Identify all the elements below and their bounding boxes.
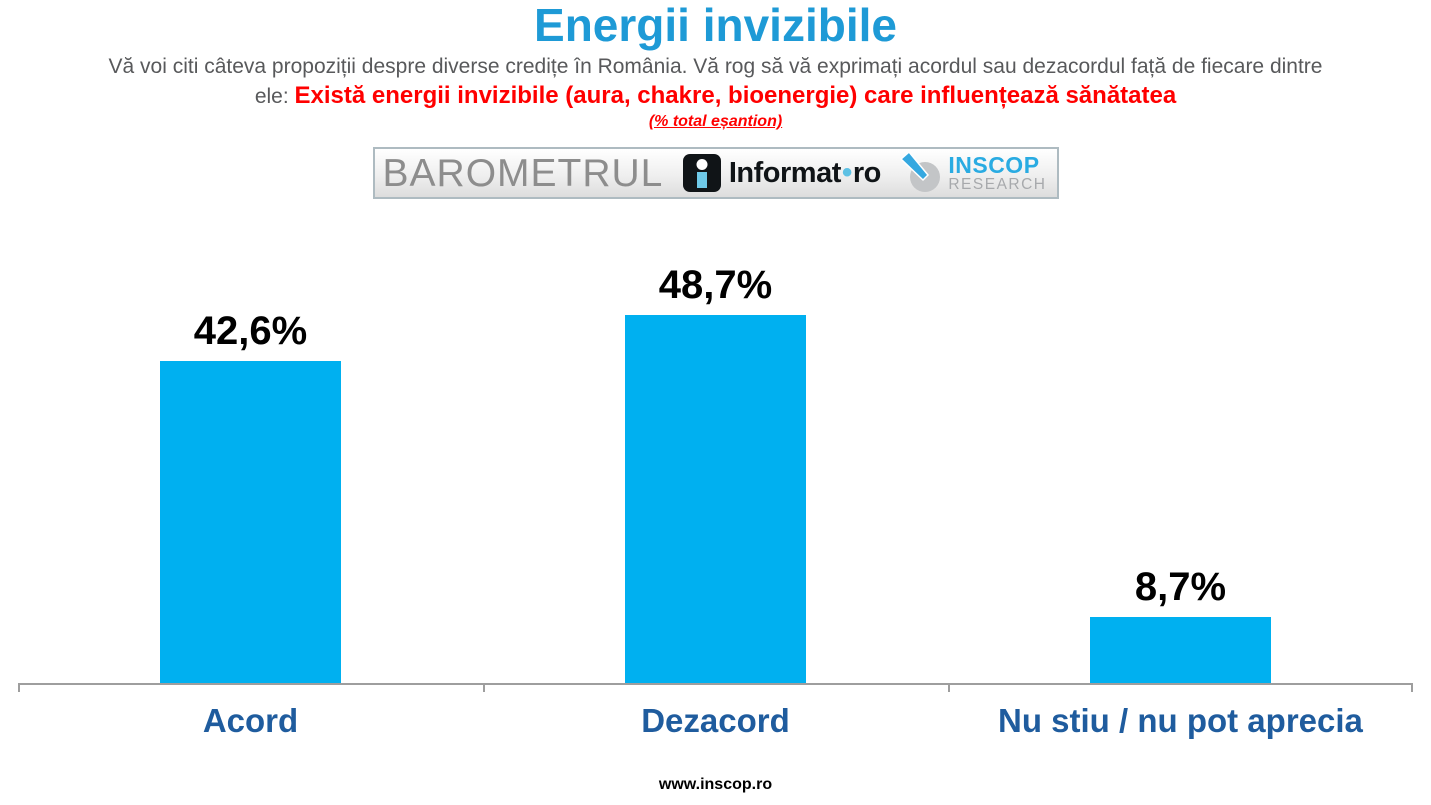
x-axis-line xyxy=(18,683,1413,685)
question-text: Vă voi citi câteva propoziții despre div… xyxy=(0,52,1431,111)
barometrul-logo-text: BAROMETRUL xyxy=(382,151,664,195)
informat-i-icon xyxy=(682,154,721,192)
bar-chart: 42,6% 48,7% 8,7% xyxy=(18,250,1413,683)
bar-column: 8,7% xyxy=(948,250,1413,683)
header: Energii invizibile Vă voi citi câteva pr… xyxy=(0,0,1431,131)
axis-tick xyxy=(483,683,485,692)
category-label: Acord xyxy=(202,702,299,739)
bar xyxy=(624,314,806,683)
axis-tick xyxy=(948,683,950,692)
logo-banner: BAROMETRUL Informat • ro INSCOP RESEARCH xyxy=(372,147,1059,199)
informat-dot-icon: • xyxy=(841,156,853,189)
bar xyxy=(1089,617,1271,683)
bar-value-label: 48,7% xyxy=(658,262,773,307)
axis-tick xyxy=(1411,683,1413,692)
inscop-logo: INSCOP RESEARCH xyxy=(900,151,1046,195)
axis-tick xyxy=(18,683,20,692)
category-label: Nu stiu / nu pot aprecia xyxy=(998,702,1363,739)
bar-value-label: 42,6% xyxy=(193,308,308,353)
bar xyxy=(159,360,341,683)
page-title: Energii invizibile xyxy=(534,0,897,51)
bar-column: 42,6% xyxy=(18,250,483,683)
inscop-compass-icon xyxy=(900,151,941,192)
question-intro-line1: Vă voi citi câteva propoziții despre div… xyxy=(108,55,1323,78)
bar-column: 48,7% xyxy=(483,250,948,683)
inscop-logo-text: INSCOP RESEARCH xyxy=(948,151,1047,193)
footer-url: www.inscop.ro xyxy=(658,776,773,793)
bar-value-label: 8,7% xyxy=(1134,565,1227,610)
category-labels-row: Acord Dezacord Nu stiu / nu pot aprecia xyxy=(18,702,1413,740)
informat-logo: Informat • ro xyxy=(682,154,882,192)
sample-note: (% total eșantion) xyxy=(648,113,783,130)
category-label: Dezacord xyxy=(641,702,790,739)
question-statement: Există energii invizibile (aura, chakre,… xyxy=(294,82,1177,109)
question-intro-line2: ele: xyxy=(254,85,295,108)
informat-logo-text: Informat • ro xyxy=(728,156,882,189)
